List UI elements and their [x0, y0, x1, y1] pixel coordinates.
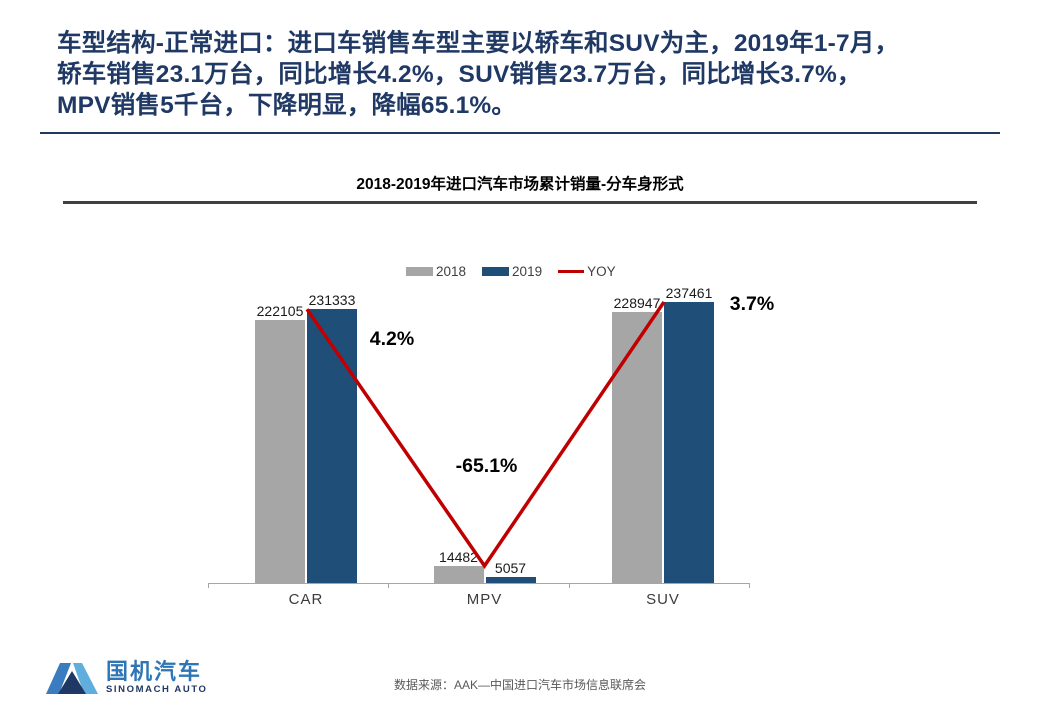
legend-label-2018: 2018	[436, 264, 467, 279]
headline-divider	[40, 132, 1000, 134]
legend-label-yoy: YOY	[587, 264, 616, 279]
chart-title: 2018-2019年进口汽车市场累计销量-分车身形式	[356, 176, 684, 193]
headline-line-1: 车型结构-正常进口：进口车销售车型主要以轿车和SUV为主，2019年1-7月，	[57, 30, 900, 57]
category-label-mpv: MPV	[466, 591, 503, 608]
bar-2019-car	[307, 309, 357, 583]
slide-headline: 车型结构-正常进口：进口车销售车型主要以轿车和SUV为主，2019年1-7月， …	[57, 28, 1007, 121]
bar-2018-car	[255, 320, 305, 583]
bar-value-label-2018-suv: 228947	[613, 295, 661, 311]
yoy-label-car: 4.2%	[369, 328, 415, 350]
legend-item-2018: 2018	[406, 264, 466, 279]
bar-value-label-2018-mpv: 14482	[439, 549, 478, 565]
bar-value-label-2019-suv: 237461	[665, 285, 713, 301]
headline-line-2: 轿车销售23.1万台，同比增长4.2%，SUV销售23.7万台，同比增长3.7%…	[57, 61, 862, 88]
bar-chart: 222105 231333 CAR 14482 5057 MPV 228947 237461 S…	[200, 260, 774, 620]
company-logo: 国机汽车 SINOMACH AUTO	[46, 658, 208, 698]
legend-swatch-yoy	[558, 269, 585, 274]
category-label-car: CAR	[288, 591, 324, 608]
data-source-note: 数据来源：AAK—中国进口汽车市场信息联席会	[393, 678, 646, 692]
yoy-line	[305, 301, 666, 569]
legend-swatch-2018	[406, 267, 433, 276]
sinomach-mountain-icon	[46, 663, 98, 694]
x-axis-tick	[388, 583, 390, 588]
bar-2018-suv	[612, 312, 662, 583]
yoy-label-suv: 3.7%	[729, 293, 775, 315]
chart-legend: 2018 2019 YOY	[406, 264, 616, 279]
bar-2018-mpv	[433, 566, 484, 583]
bar-value-label-2019-car: 231333	[308, 292, 356, 308]
category-label-suv: SUV	[646, 591, 680, 608]
legend-item-yoy: YOY	[558, 264, 616, 279]
legend-swatch-2019	[482, 267, 510, 276]
logo-name-english: SINOMACH AUTO	[106, 684, 208, 695]
bar-value-label-2019-mpv: 5057	[494, 560, 527, 576]
x-axis-tick	[749, 583, 750, 588]
legend-label-2019: 2019	[512, 264, 543, 279]
logo-name-chinese: 国机汽车	[106, 659, 203, 684]
legend-item-2019: 2019	[482, 264, 542, 279]
yoy-label-mpv: -65.1%	[455, 455, 518, 477]
bar-2019-suv	[664, 302, 714, 583]
chart-title-divider	[63, 201, 977, 204]
x-axis-tick	[568, 583, 570, 588]
bar-value-label-2018-car: 222105	[256, 303, 304, 319]
x-axis-tick	[208, 583, 209, 588]
x-axis	[208, 583, 749, 584]
headline-line-3: MPV销售5千台，下降明显，降幅65.1%。	[57, 92, 517, 119]
bar-2019-mpv	[485, 577, 536, 583]
